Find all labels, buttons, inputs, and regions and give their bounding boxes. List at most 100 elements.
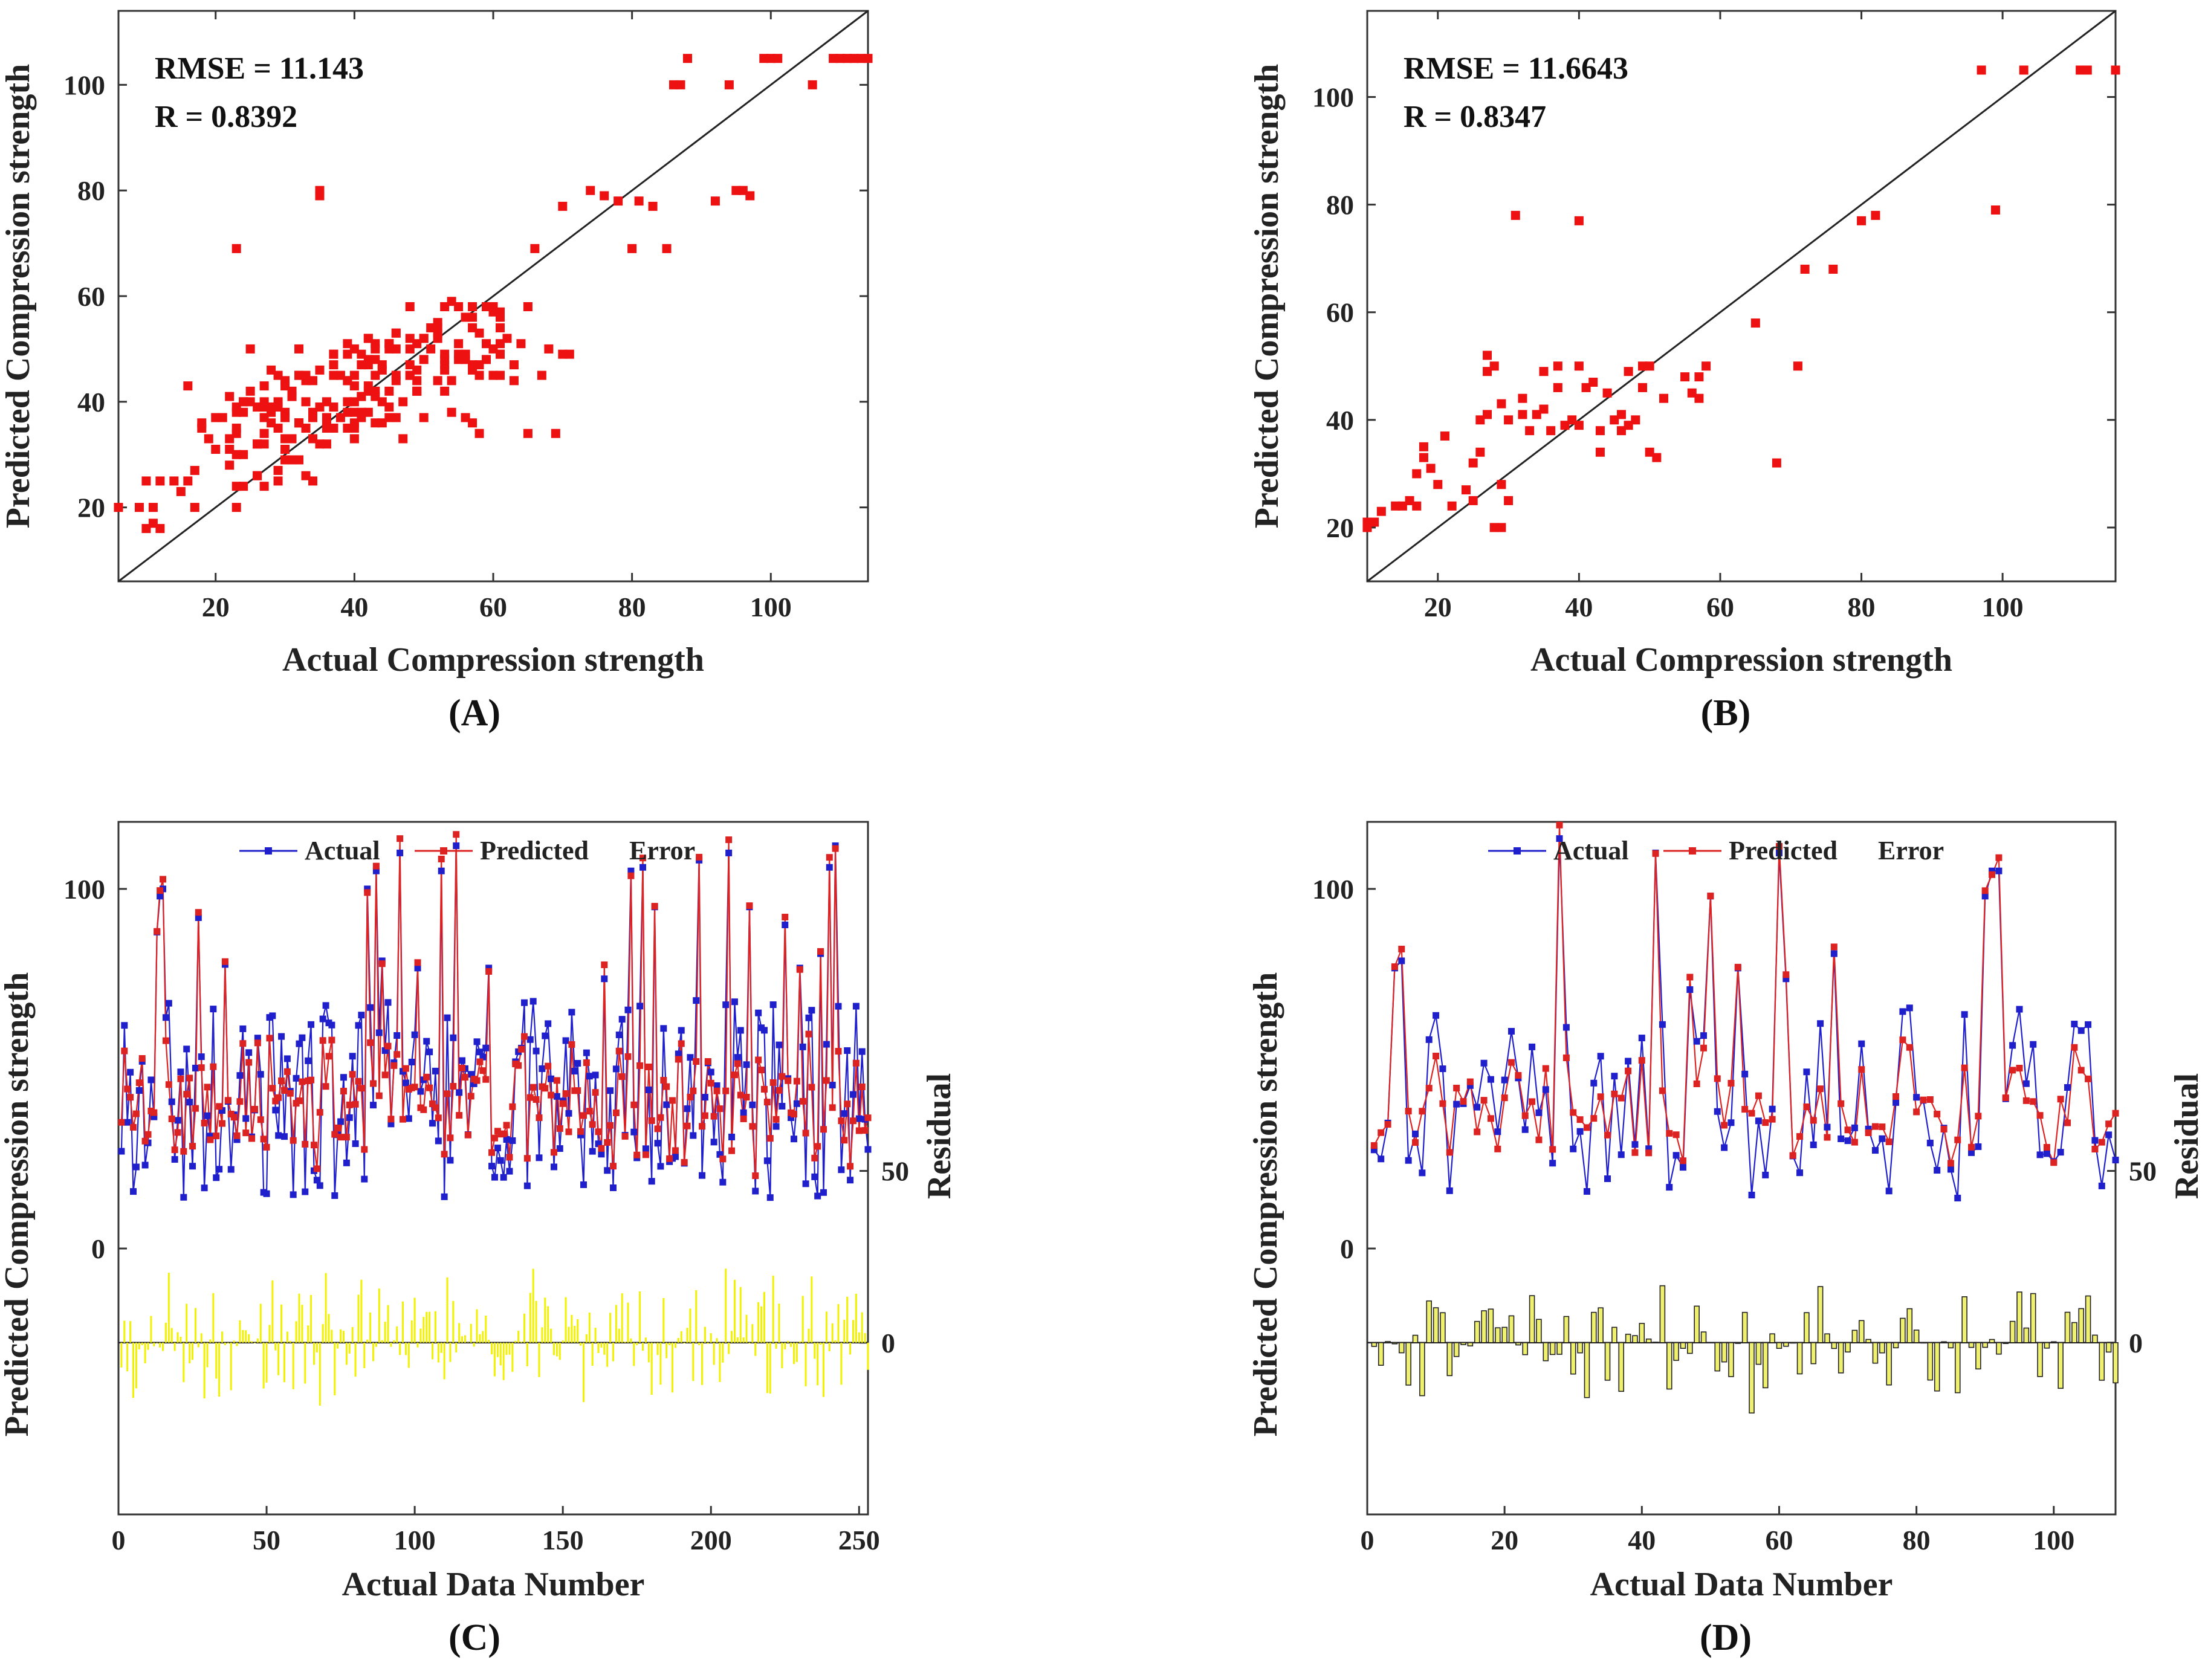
scatter-point — [1581, 383, 1591, 392]
scatter-point — [141, 476, 151, 486]
scatter-point — [232, 424, 241, 433]
actual-point — [799, 1043, 806, 1050]
actual-point — [482, 1044, 490, 1052]
actual-point — [278, 1033, 285, 1040]
error-bar — [2085, 1295, 2091, 1343]
scatter-point — [1447, 501, 1457, 511]
scatter-point — [391, 344, 401, 354]
actual-point — [823, 1041, 830, 1048]
scatter-point — [454, 355, 464, 364]
actual-point — [497, 1157, 504, 1164]
predicted-point — [1934, 1111, 1941, 1118]
predicted-point — [162, 1037, 169, 1044]
error-bar — [1673, 1342, 1679, 1361]
predicted-point — [263, 1143, 270, 1151]
y-tick-label: 80 — [1326, 190, 1354, 221]
predicted-point — [1686, 974, 1694, 981]
predicted-point — [657, 1114, 664, 1121]
y2-tick-label: 0 — [881, 1328, 895, 1359]
actual-point — [772, 1123, 780, 1130]
actual-point — [568, 1009, 575, 1016]
actual-point — [1727, 1119, 1735, 1126]
actual-point — [526, 1036, 534, 1043]
scatter-point — [627, 244, 637, 253]
predicted-point — [1466, 1078, 1474, 1085]
scatter-point — [482, 355, 491, 364]
scatter-point — [433, 376, 442, 386]
error-bar — [1577, 1342, 1583, 1354]
error-bar — [1659, 1285, 1666, 1343]
scatter-point — [1602, 388, 1612, 398]
predicted-point — [290, 1137, 297, 1144]
actual-point — [308, 1021, 315, 1028]
predicted-point — [230, 1114, 238, 1121]
error-bar — [2092, 1334, 2098, 1343]
predicted-point — [1570, 1109, 1577, 1116]
scatter-point — [440, 302, 450, 311]
scatter-point — [335, 370, 345, 380]
error-bar — [1412, 1334, 1419, 1343]
scatter-point — [509, 360, 519, 370]
actual-point — [343, 1159, 350, 1166]
predicted-point — [1487, 1115, 1494, 1122]
predicted-point — [675, 1056, 682, 1063]
scatter-point — [253, 471, 262, 480]
actual-point — [793, 1100, 800, 1107]
scatter-point — [1574, 216, 1584, 225]
actual-point — [227, 1166, 235, 1173]
predicted-point — [693, 1058, 700, 1065]
scatter-point — [1525, 426, 1535, 436]
predicted-point — [168, 1115, 175, 1122]
predicted-point — [577, 1128, 584, 1135]
predicted-point — [2030, 1098, 2037, 1105]
actual-point — [586, 1073, 593, 1080]
scatter-point — [1560, 421, 1570, 430]
predicted-point — [559, 1100, 566, 1107]
predicted-point — [758, 1067, 765, 1074]
predicted-point — [852, 1059, 860, 1067]
scatter-point — [287, 434, 297, 444]
actual-point — [186, 1099, 193, 1106]
actual-point — [157, 893, 164, 900]
scatter-point — [349, 370, 359, 380]
predicted-point — [1782, 971, 1790, 978]
scatter-point — [308, 376, 317, 386]
predicted-point — [574, 1087, 581, 1094]
actual-point — [233, 1136, 241, 1143]
predicted-point — [1810, 1117, 1817, 1124]
scatter-point — [384, 344, 394, 354]
predicted-point — [1576, 1116, 1584, 1123]
x-tick-label: 60 — [1765, 1525, 1793, 1556]
scatter-point — [245, 344, 255, 354]
scatter-point — [1412, 469, 1422, 479]
scatter-point — [377, 397, 387, 407]
error-bar — [1460, 1342, 1466, 1345]
scatter-point — [239, 450, 248, 459]
actual-point — [275, 1132, 282, 1139]
scatter-point — [412, 365, 422, 375]
predicted-point — [536, 1114, 543, 1122]
actual-point — [204, 1112, 211, 1119]
actual-point — [1961, 1011, 1968, 1018]
predicted-point — [2016, 1065, 2023, 1072]
actual-point — [533, 1047, 540, 1055]
predicted-point — [847, 1163, 854, 1170]
predicted-point — [861, 1127, 869, 1134]
actual-point — [648, 1178, 655, 1185]
actual-point — [1693, 1038, 1700, 1045]
predicted-point — [645, 1063, 652, 1070]
predicted-point — [624, 1053, 632, 1060]
predicted-point — [1721, 1122, 1728, 1129]
r-text: R = 0.8392 — [155, 100, 297, 134]
actual-point — [545, 1020, 552, 1027]
predicted-point — [461, 1074, 468, 1081]
scatter-point — [301, 370, 311, 380]
predicted-point — [2064, 1119, 2071, 1126]
actual-point — [788, 1114, 795, 1122]
predicted-point — [1899, 1036, 1906, 1044]
scatter-point — [468, 418, 478, 428]
predicted-point — [381, 1071, 389, 1079]
scatter-point — [377, 365, 387, 375]
scatter-point — [1362, 517, 1372, 527]
x-tick-label: 200 — [690, 1525, 732, 1556]
